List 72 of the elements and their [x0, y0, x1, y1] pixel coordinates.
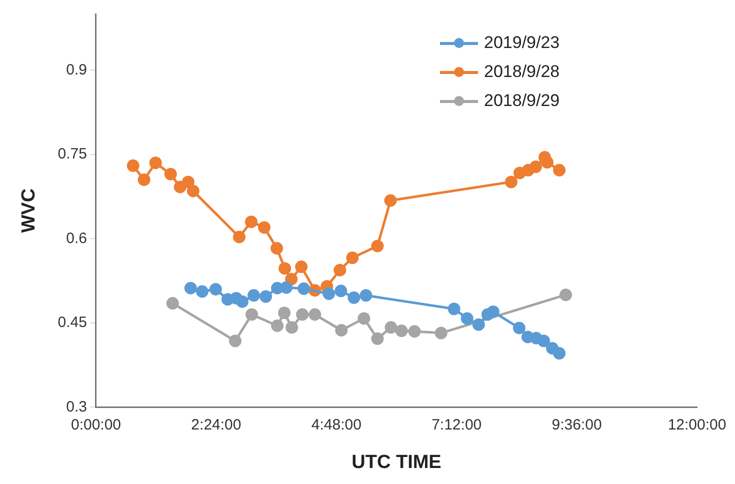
legend-label: 2019/9/23: [484, 32, 560, 52]
point: [371, 332, 384, 345]
point: [408, 325, 421, 338]
point: [296, 308, 309, 321]
point: [166, 297, 179, 310]
point: [236, 295, 248, 308]
point: [186, 184, 200, 198]
point: [395, 324, 408, 338]
x-tick-label: 9:36:00: [552, 416, 602, 434]
point: [270, 242, 284, 254]
point: [228, 334, 242, 348]
point: [138, 173, 150, 186]
point: [448, 302, 460, 316]
y-axis-title: WVC: [18, 188, 40, 233]
point: [346, 252, 359, 264]
point: [358, 312, 370, 325]
legend-label: 2018/9/28: [484, 62, 560, 82]
point: [335, 324, 348, 336]
y-tick-label: 0.75: [58, 146, 87, 163]
point: [553, 164, 566, 176]
point: [560, 288, 572, 302]
point: [209, 282, 222, 296]
point: [529, 160, 542, 174]
point: [384, 194, 397, 207]
point: [384, 321, 398, 334]
y-tick-label: 0.6: [66, 230, 87, 247]
point: [126, 159, 140, 172]
point: [434, 326, 448, 340]
point: [472, 318, 485, 331]
point: [164, 168, 177, 180]
y-tick-label: 0.3: [66, 398, 87, 416]
point: [260, 290, 272, 303]
point: [553, 347, 566, 360]
x-tick-label: 12:00:00: [668, 416, 726, 434]
y-tick-label: 0.9: [66, 61, 87, 78]
point: [334, 284, 348, 298]
point: [322, 287, 336, 300]
x-tick-label: 7:12:00: [432, 416, 482, 434]
point: [278, 262, 292, 275]
point: [182, 176, 194, 188]
point: [541, 156, 554, 169]
point: [298, 282, 310, 295]
x-tick-label: 4:48:00: [311, 416, 362, 434]
x-tick-label: 0:00:00: [70, 416, 122, 434]
point: [486, 305, 500, 318]
point: [512, 322, 526, 334]
point: [245, 216, 258, 228]
point: [149, 156, 162, 170]
x-axis-title: UTC TIME: [352, 452, 442, 473]
point: [232, 230, 246, 244]
point: [295, 260, 308, 274]
point: [371, 240, 384, 252]
point: [504, 176, 518, 188]
point: [286, 321, 298, 334]
point: [278, 306, 291, 320]
point: [196, 285, 208, 298]
point: [348, 291, 360, 304]
legend-label: 2018/9/29: [484, 90, 560, 110]
point: [248, 289, 260, 302]
point: [308, 308, 322, 321]
point: [246, 308, 258, 321]
point: [537, 334, 550, 348]
point: [258, 221, 271, 234]
point: [460, 312, 474, 325]
x-tick-label: 2:24:00: [191, 416, 242, 434]
point: [280, 281, 293, 294]
y-tick-label: 0.45: [58, 314, 87, 332]
point: [285, 272, 298, 286]
point: [271, 320, 284, 332]
point: [360, 289, 372, 302]
point: [184, 282, 197, 294]
point: [334, 264, 346, 276]
